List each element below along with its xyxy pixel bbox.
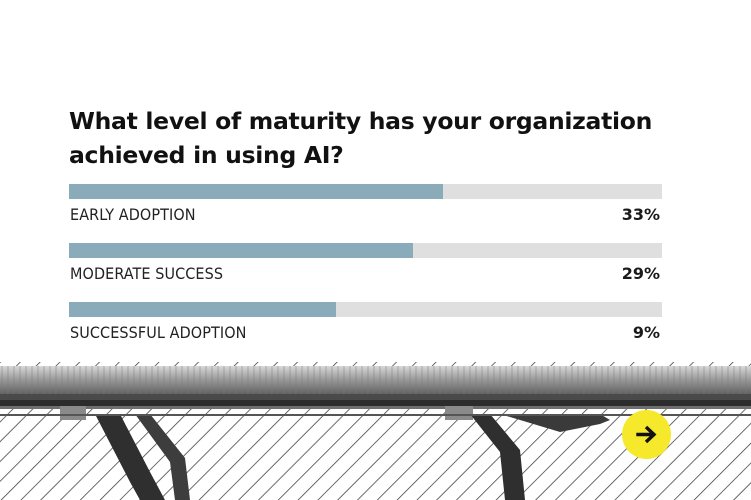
- bar-row: EARLY ADOPTION 33%: [69, 184, 662, 232]
- chart-title: What level of maturity has your organiza…: [69, 107, 653, 169]
- bar: [69, 184, 443, 199]
- bar-value-label: 29%: [621, 264, 660, 283]
- bar-category-label: MODERATE SUCCESS: [70, 264, 224, 283]
- arrow-right-icon: [636, 425, 657, 444]
- next-button[interactable]: [622, 410, 671, 459]
- bar: [69, 302, 336, 317]
- bridge-photo: [0, 362, 751, 500]
- bar-category-label: EARLY ADOPTION: [70, 205, 196, 224]
- bar-track: [69, 302, 662, 317]
- bar-category-label: SUCCESSFUL ADOPTION: [70, 323, 247, 342]
- bar: [69, 243, 413, 258]
- bar-row: MODERATE SUCCESS 29%: [69, 243, 662, 291]
- bar-value-label: 9%: [632, 323, 660, 342]
- bar-value-label: 33%: [621, 205, 660, 224]
- bar-track: [69, 243, 662, 258]
- bar-row: SUCCESSFUL ADOPTION 9%: [69, 302, 662, 350]
- bar-track: [69, 184, 662, 199]
